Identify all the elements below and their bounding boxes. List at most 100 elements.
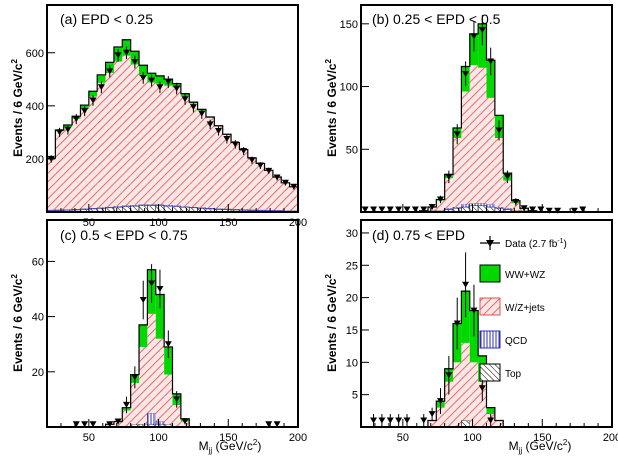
- panel-b-data-point-15: [487, 58, 495, 65]
- panel-a-bar-qcd-9: [122, 205, 131, 207]
- panel-c-bars: [47, 269, 298, 428]
- panel-a-bar-qcd-26: [264, 209, 274, 212]
- legend-qcd-swatch: [479, 330, 501, 349]
- panel-a-bar-wjets-4: [80, 109, 89, 209]
- panel-d-bar-wjets-13: [469, 362, 479, 427]
- panel-a-data-point-26: [265, 167, 273, 174]
- panel-b-data-point-25: [570, 207, 578, 214]
- panel-a-data-point-8: [114, 52, 122, 59]
- panel-a-bar-wjets-3: [72, 118, 81, 210]
- panel-a-bar-qcd-27: [272, 209, 282, 212]
- panel-c-data-point-26: [265, 421, 273, 428]
- panel-a-bar-wwwz-11: [139, 65, 148, 76]
- panel-b-data-point-7: [420, 206, 428, 213]
- panel-a-data-point-16: [181, 96, 189, 103]
- panel-b-xticks: [360, 204, 613, 212]
- panel-a-data-point-10: [131, 59, 139, 66]
- panel-c-bar-wjets-15: [172, 404, 181, 427]
- panel-c-bar-wjets-9: [122, 410, 131, 427]
- panel-a-ytick-label-2: 600: [26, 48, 44, 60]
- panel-a-data-point-3: [72, 116, 80, 123]
- panel-a-bar-qcd-10: [130, 204, 140, 207]
- panel-b-bar-qcd-13: [469, 202, 479, 207]
- panel-d-ytick-label-3: 20: [346, 293, 358, 305]
- panel-a-ytick-label-0: 200: [26, 154, 44, 166]
- panel-a-data-point-27: [273, 174, 281, 181]
- panel-a-bar-wjets-18: [197, 110, 206, 208]
- panel-a-stack-outline: [46, 39, 299, 212]
- panel-a-bar-wjets-14: [164, 85, 173, 206]
- panel-d-xticks: 50 100 150 200: [360, 419, 618, 444]
- panel-c-label: (c) 0.5 < EPD < 0.75: [60, 227, 188, 243]
- legend-wwwz-label: WW+WZ: [505, 270, 545, 281]
- panel-d-ylabel: Events / 6 GeV/c2: [324, 274, 339, 372]
- panel-a-bar-qcd-4: [80, 208, 90, 210]
- panel-d-bar-wjets-10: [444, 381, 454, 427]
- panel-a-data-point-22: [231, 141, 239, 148]
- panel-a-bar-wjets-28: [281, 182, 290, 211]
- panel-b-data-point-16: [495, 127, 503, 134]
- panel-a-bar-wjets-27: [272, 176, 282, 211]
- panel-a-data-point-4: [81, 108, 89, 115]
- panel-a-bar-qcd-6: [96, 207, 106, 209]
- panel-a-bar-wjets-22: [231, 142, 240, 210]
- panel-c-bar-wjets-10: [130, 382, 140, 425]
- panel-c-data-point-3: [72, 421, 80, 428]
- panel-d-data-point-9: [436, 398, 444, 405]
- panel-d-xtick-label-3: 200: [603, 432, 618, 444]
- panel-b-bar-wjets-12: [461, 91, 470, 205]
- panel-a-bar-qcd-13: [155, 204, 165, 206]
- panel-a-bar-wjets-7: [105, 72, 114, 207]
- panel-a-data-point-20: [215, 128, 223, 135]
- panel-d-label: (d) 0.75 < EPD: [372, 227, 465, 243]
- panel-a-bar-wjets-6: [97, 82, 106, 208]
- panel-d-ytick-label-4: 25: [346, 260, 358, 272]
- panel-b-bar-wjets-15: [486, 97, 495, 205]
- panel-b: 50 100 150 (b) 0.25 < EPD < 0.5 Events / 6…: [324, 4, 613, 214]
- panel-a-bars: [46, 39, 299, 213]
- panel-b-data-point-6: [411, 206, 419, 213]
- panel-a-data-point-6: [97, 84, 105, 91]
- panel-d-ytick-label-1: 10: [346, 357, 358, 369]
- panel-a-bar-wjets-25: [256, 163, 265, 210]
- legend-data-label: Data (2.7 fb-1): [505, 238, 567, 250]
- panel-b-data-point-19: [520, 205, 528, 212]
- panel-d-bar-wjets-14: [478, 381, 487, 427]
- panel-b-bar-qcd-17: [502, 207, 512, 210]
- panel-b-bars: [361, 23, 612, 213]
- legend-wwwz: WW+WZ: [479, 264, 545, 283]
- panel-d-bar-wjets-8: [427, 420, 437, 427]
- panel-d-data-point-2: [378, 417, 386, 424]
- panel-b-data-point-8: [428, 203, 436, 210]
- panel-c-xtick-label-2: 150: [219, 432, 237, 444]
- panel-a-bar-qcd-7: [105, 206, 115, 209]
- panel-c-bar-wwwz-11: [139, 324, 148, 347]
- panel-b-data-point-3: [386, 206, 394, 213]
- panel-a-bar-qcd-12: [147, 204, 157, 206]
- panel-a-label: (a) EPD < 0.25: [60, 11, 153, 27]
- panel-c-bar-wwwz-14: [164, 346, 173, 375]
- panel-a-bar-wjets-19: [205, 117, 215, 209]
- panel-d-xtick-label-1: 100: [463, 432, 481, 444]
- panel-a-bar-qcd-22: [230, 208, 240, 211]
- panel-a-bar-wjets-26: [264, 170, 273, 211]
- panel-a-data-point-2: [64, 126, 72, 133]
- legend-data-marker: [486, 240, 494, 247]
- panel-b-ytick-label-0: 50: [346, 144, 358, 156]
- legend-qcd: QCD: [479, 330, 527, 349]
- panel-a-bar-qcd-8: [113, 205, 123, 208]
- panel-d-xtick-label-2: 150: [533, 432, 551, 444]
- panel-c-xtick-label-0: 50: [83, 432, 95, 444]
- panel-a-data-point-29: [290, 183, 298, 190]
- panel-a-bar-wjets-21: [222, 134, 232, 209]
- panel-a-bar-wjets-24: [247, 157, 257, 210]
- panel-c-bar-qcd-12: [147, 412, 157, 425]
- panel-c-data-point-27: [273, 421, 281, 428]
- panel-d-bar-wjets-11: [453, 362, 462, 427]
- panel-b-data-point-13: [470, 33, 478, 40]
- panel-b-label: (b) 0.25 < EPD < 0.5: [372, 11, 501, 27]
- panel-c-ytick-label-2: 60: [32, 256, 44, 268]
- legend-top-label: Top: [505, 369, 522, 380]
- legend-wwwz-swatch: [479, 264, 501, 283]
